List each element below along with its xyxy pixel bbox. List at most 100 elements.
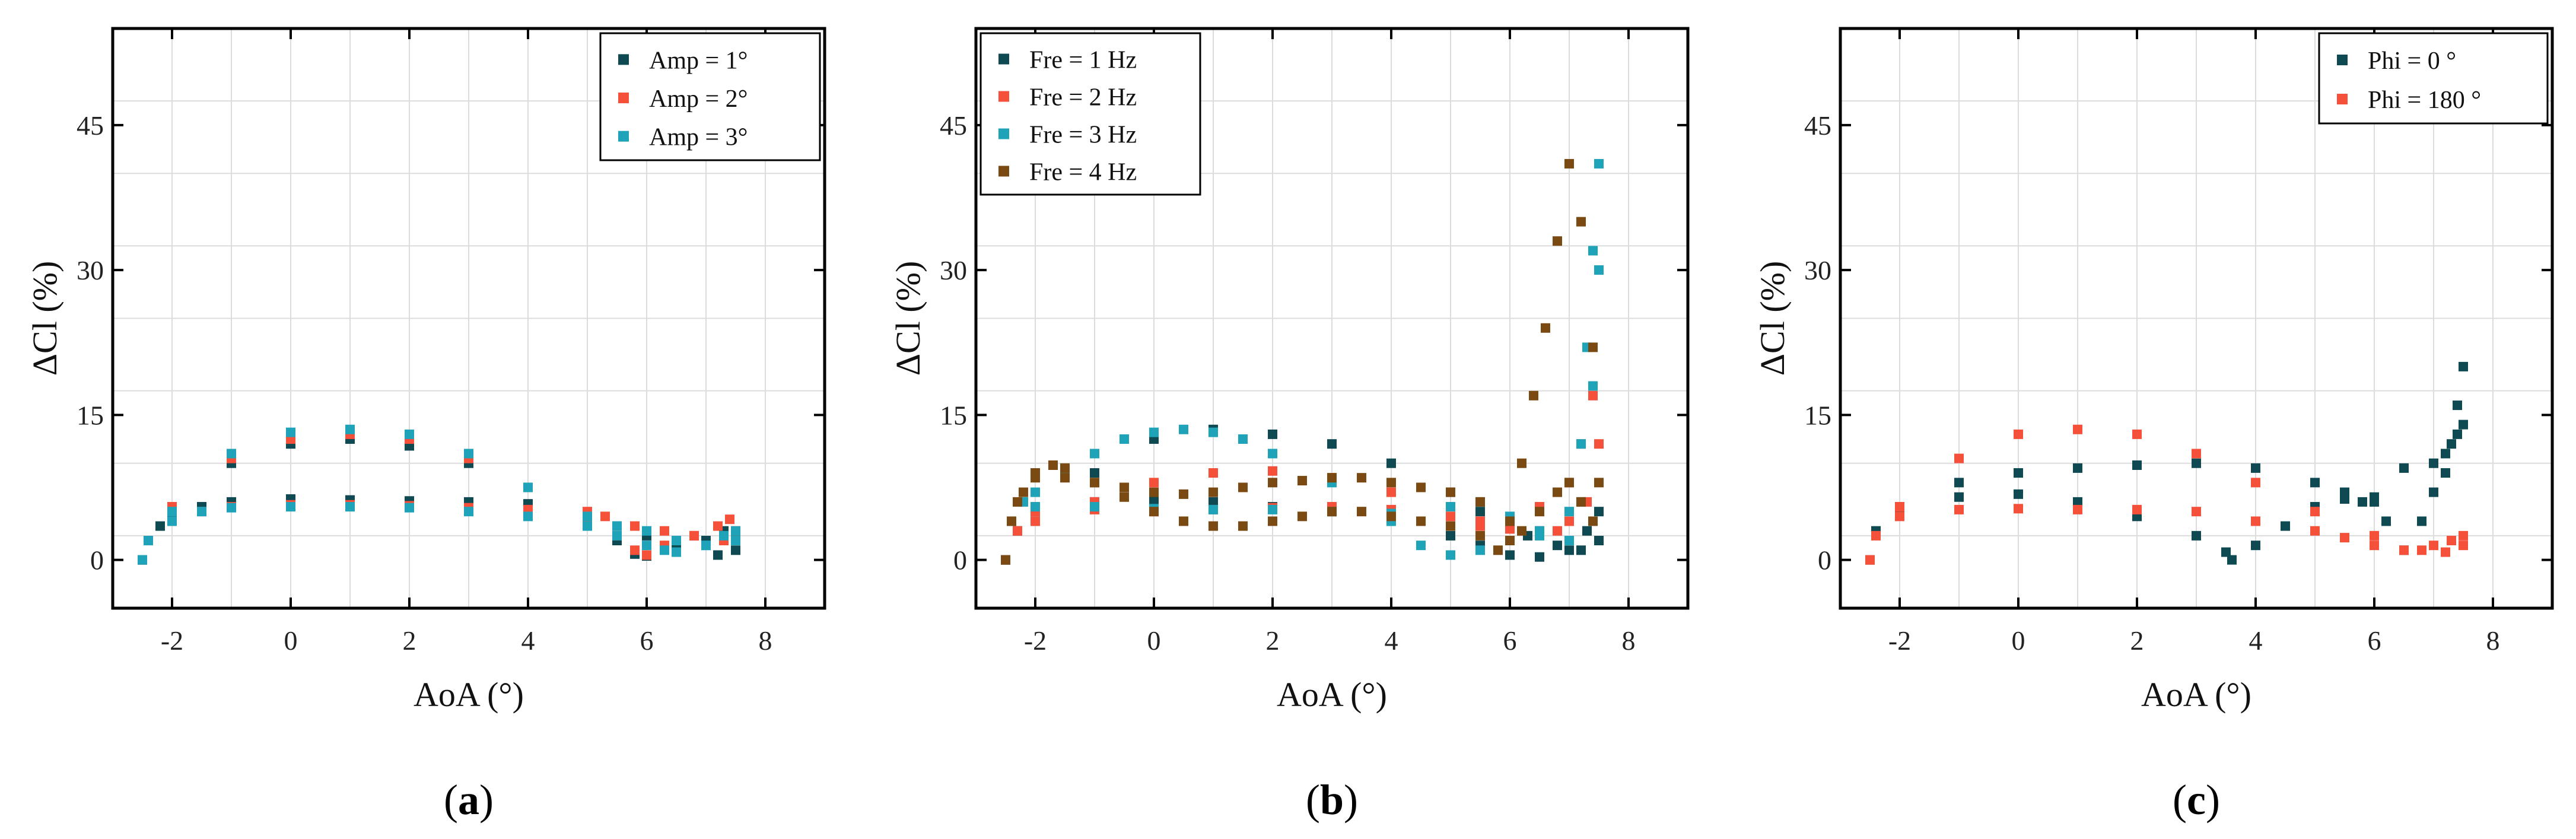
data-point — [1588, 342, 1598, 352]
data-point — [719, 530, 729, 541]
data-point — [731, 536, 740, 546]
data-point — [345, 424, 355, 434]
data-point — [1031, 473, 1040, 483]
data-point — [2251, 478, 2260, 488]
legend: Amp = 1° Amp = 2° Amp = 3° — [599, 32, 821, 161]
data-point — [1149, 507, 1159, 517]
data-point — [1594, 439, 1604, 449]
data-point — [1954, 504, 1964, 514]
data-point — [1954, 453, 1964, 463]
data-point — [1386, 458, 1396, 468]
series-3 — [138, 424, 740, 565]
legend-label: Phi = 0 ° — [2368, 47, 2456, 75]
data-point — [1553, 487, 1562, 497]
data-point — [642, 550, 651, 560]
data-point — [672, 536, 681, 546]
data-point — [642, 541, 651, 551]
data-point — [630, 521, 640, 531]
data-point — [1238, 482, 1248, 492]
data-point — [1446, 511, 1455, 522]
data-point — [1357, 507, 1366, 517]
plot-frame — [111, 27, 826, 610]
data-point — [2459, 530, 2468, 541]
data-point — [1576, 497, 1586, 507]
data-point — [1386, 511, 1396, 522]
x-tick-label: -2 — [161, 625, 183, 656]
data-point — [1386, 487, 1396, 497]
data-point — [227, 503, 236, 513]
data-point — [1564, 478, 1574, 488]
data-point — [731, 526, 740, 536]
x-axis-title: AoA (°) — [414, 675, 524, 714]
data-point — [2310, 507, 2320, 517]
data-point — [1179, 489, 1188, 499]
legend-marker — [2337, 94, 2348, 104]
data-point — [1209, 487, 1218, 497]
data-point — [1475, 507, 1485, 517]
data-point — [1446, 521, 1455, 531]
data-point — [1268, 478, 1277, 488]
data-point — [1209, 497, 1218, 507]
data-point — [1505, 550, 1515, 560]
data-point — [1446, 487, 1455, 497]
data-point — [1090, 449, 1099, 459]
data-point — [2447, 536, 2456, 546]
data-point — [1895, 511, 1904, 522]
data-point — [197, 507, 206, 517]
data-point — [672, 547, 681, 557]
data-point — [1416, 482, 1426, 492]
data-point — [583, 511, 592, 522]
data-point — [1594, 478, 1604, 488]
data-point — [144, 536, 153, 546]
x-tick-label: 4 — [1385, 625, 1398, 656]
x-tick-label: -2 — [1888, 625, 1911, 656]
x-tick-label: 4 — [2249, 625, 2263, 656]
y-axis-title: ΔCl (%) — [1753, 261, 1792, 376]
x-tick-label: 0 — [1147, 625, 1161, 656]
data-point — [660, 545, 669, 555]
data-point — [2358, 497, 2367, 507]
data-point — [2429, 487, 2438, 497]
panel-label: (c) — [2173, 776, 2220, 824]
x-tick-label: 8 — [759, 625, 772, 656]
data-point — [405, 429, 414, 439]
legend: Phi = 0 ° Phi = 180 ° — [2318, 32, 2549, 125]
data-point — [1493, 545, 1503, 555]
legend-marker — [618, 131, 629, 142]
y-tick-label: 45 — [940, 110, 967, 141]
data-point — [2014, 489, 2023, 499]
legend-label: Amp = 3° — [649, 124, 748, 151]
data-point — [523, 511, 533, 522]
data-point — [2459, 361, 2468, 371]
data-point — [2227, 555, 2237, 565]
data-point — [1576, 545, 1586, 555]
x-tick-label: 0 — [2012, 625, 2025, 656]
data-point — [1446, 550, 1455, 560]
x-tick-label: 6 — [2368, 625, 2381, 656]
data-point — [2192, 449, 2201, 459]
data-point — [167, 507, 177, 517]
data-point — [1564, 158, 1574, 169]
data-point — [1576, 217, 1586, 227]
y-axis-title: ΔCl (%) — [889, 261, 927, 376]
data-point — [2073, 497, 2082, 507]
data-point — [1954, 478, 1964, 488]
data-point — [1327, 507, 1337, 517]
data-point — [2132, 504, 2142, 514]
data-point — [2447, 439, 2456, 449]
data-point — [464, 507, 473, 517]
data-point — [2441, 547, 2450, 557]
data-point — [1588, 516, 1598, 526]
data-point — [2340, 487, 2349, 497]
y-tick-label: 45 — [1804, 110, 1831, 141]
data-point — [1416, 516, 1426, 526]
data-point — [2310, 478, 2320, 488]
x-axis-title: AoA (°) — [2141, 675, 2251, 714]
data-point — [2417, 516, 2426, 526]
data-point — [1576, 439, 1586, 449]
data-point — [1517, 458, 1526, 468]
data-point — [2441, 449, 2450, 459]
legend-marker — [2337, 55, 2348, 65]
